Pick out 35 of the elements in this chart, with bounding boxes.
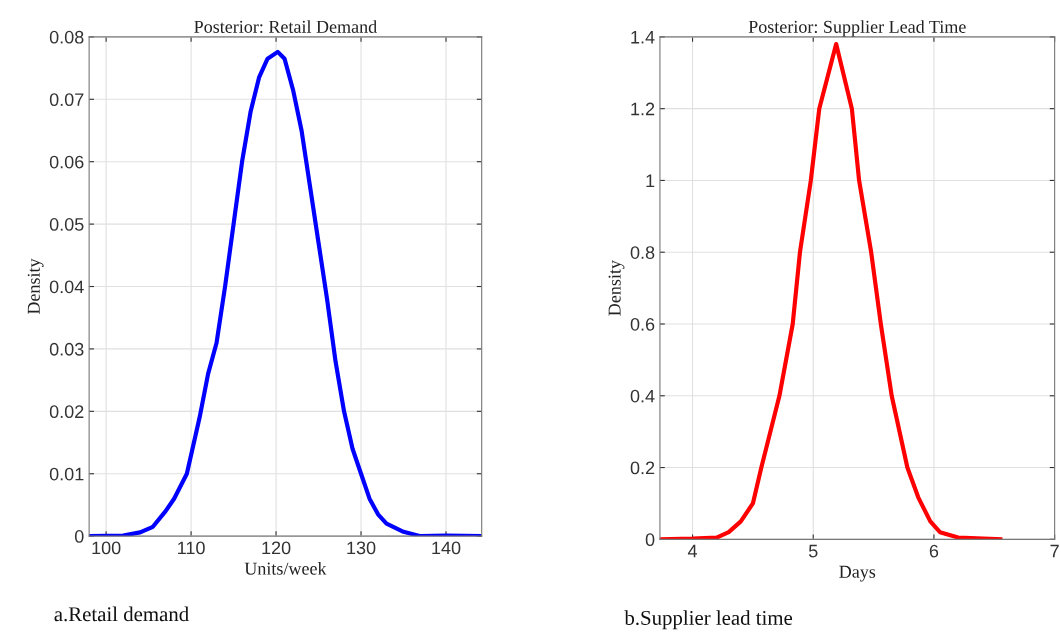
y-tick-label: 0.4 xyxy=(630,389,655,403)
y-tick-label: 0.6 xyxy=(630,317,655,331)
x-tick-label: 5 xyxy=(808,544,818,558)
x-tick-label: 130 xyxy=(347,541,376,555)
y-tick-label: 0.8 xyxy=(630,246,655,259)
text: a.Retail demand xyxy=(54,606,189,622)
x-axis-title: Units/week xyxy=(244,562,327,575)
y-tick-label: 1.4 xyxy=(631,31,655,44)
line-series xyxy=(659,41,1003,540)
x-tick-label: 110 xyxy=(178,541,205,555)
y-tick-label: 0.07 xyxy=(49,93,84,107)
y-tick-label: 1 xyxy=(646,174,655,187)
x-tick-label: 120 xyxy=(262,541,291,555)
chart-title: Posterior: Retail Demand xyxy=(194,20,377,33)
y-tick-label: 0 xyxy=(74,530,84,543)
x-tick-label: 4 xyxy=(687,544,698,558)
x-tick-label: 7 xyxy=(1050,544,1059,558)
x-tick-label: 6 xyxy=(929,544,939,558)
y-tick-label: 0.2 xyxy=(630,461,655,475)
y-tick-label: 0.02 xyxy=(49,405,84,419)
x-tick-label: 140 xyxy=(432,541,461,555)
x-axis-title: Days xyxy=(839,565,876,582)
y-tick-label: 0.06 xyxy=(49,155,84,169)
y-tick-label: 0.08 xyxy=(49,30,84,44)
y-axis-title: Density xyxy=(608,260,625,316)
x-tick-label: 100 xyxy=(92,541,121,555)
y-tick-label: 0 xyxy=(645,533,655,547)
y-tick-label: 0.04 xyxy=(49,280,84,294)
text: b.Supplier lead time xyxy=(624,610,793,630)
chart-title: Posterior: Supplier Lead Time xyxy=(748,20,966,37)
y-tick-label: 0.01 xyxy=(49,467,84,481)
y-tick-label: 0.05 xyxy=(49,218,84,231)
y-tick-label: 0.03 xyxy=(49,342,84,356)
y-axis-title: Density xyxy=(27,258,44,315)
y-tick-label: 1.2 xyxy=(631,102,655,116)
